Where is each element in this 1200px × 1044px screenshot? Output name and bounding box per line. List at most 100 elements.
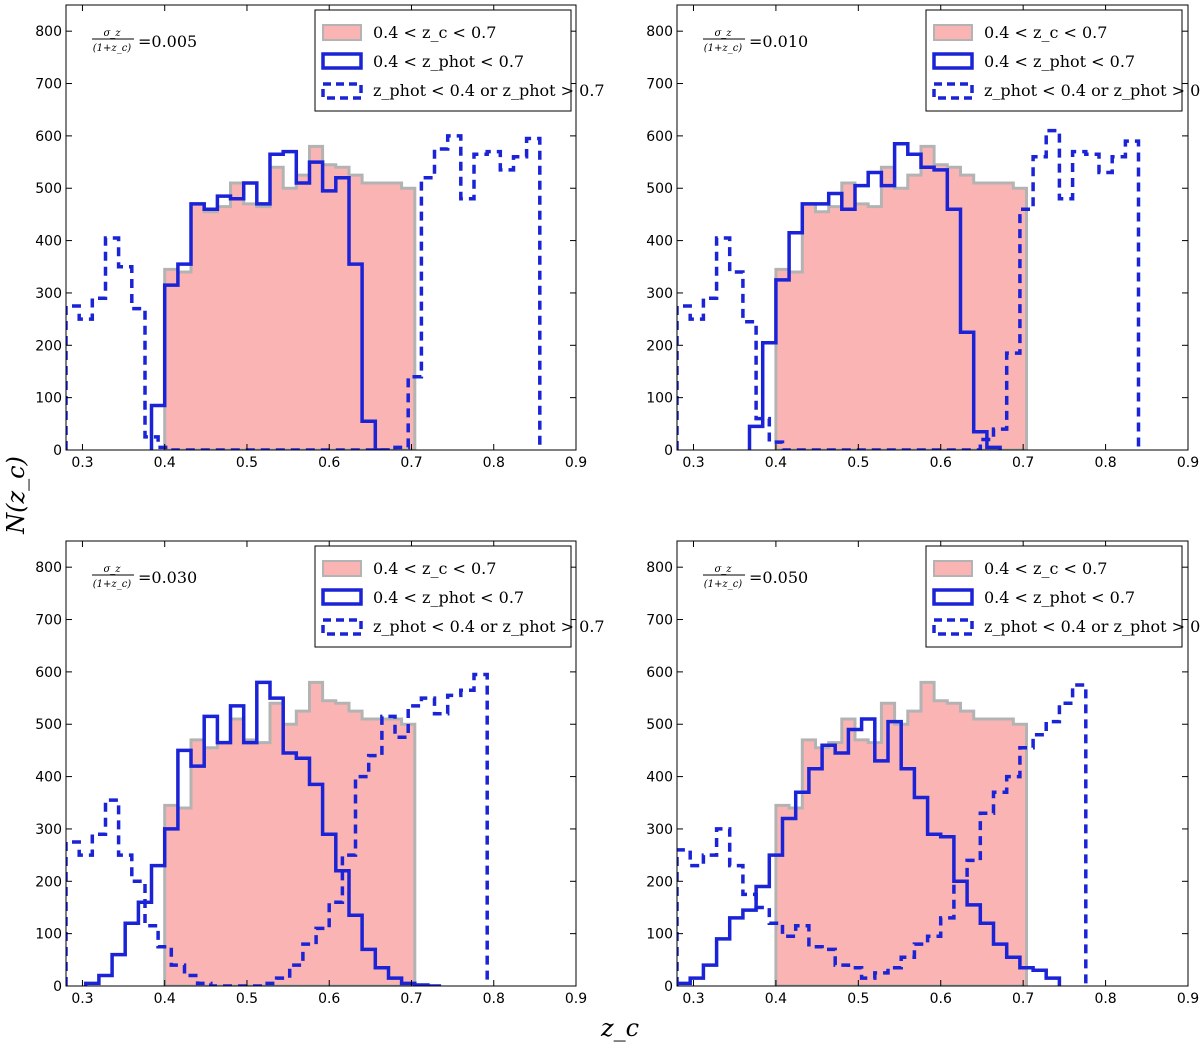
- y-tick-label: 300: [35, 286, 62, 302]
- x-tick-label: 0.3: [71, 455, 93, 471]
- y-tick-label: 100: [35, 927, 62, 943]
- y-tick-label: 300: [646, 286, 673, 302]
- series-true-redshift-bars: [163, 680, 417, 986]
- x-tick-label: 0.9: [1177, 991, 1199, 1007]
- legend-swatch-solid: [932, 52, 974, 70]
- series-photometric-line: [83, 680, 442, 986]
- axes-frame: [676, 4, 1189, 451]
- y-tick-label: 400: [35, 234, 62, 250]
- axes-frame: [65, 4, 577, 451]
- y-tick-label: 200: [35, 338, 62, 354]
- panel-4: 0.3 0.4 0.5 0.6 0.7 0.8 0.9 0 100 200 300 400 500 600…: [646, 540, 1200, 1007]
- legend-label-phot-in: 0.4 < z_phot < 0.7: [984, 52, 1135, 71]
- y-tick-label: 700: [35, 77, 62, 93]
- y-tick-label: 700: [646, 613, 673, 629]
- sigma-value: =0.050: [749, 568, 808, 587]
- y-tick-label: 600: [646, 129, 673, 145]
- fraction-denominator: (1+z_c): [704, 43, 743, 54]
- legend-label-true: 0.4 < z_c < 0.7: [984, 23, 1107, 42]
- y-tick-label: 700: [35, 613, 62, 629]
- fraction-denominator: (1+z_c): [93, 579, 132, 590]
- legend: 0.4 < z_c < 0.7 0.4 < z_phot < 0.7 z_phot …: [314, 545, 605, 648]
- sigma-value: =0.005: [138, 32, 197, 51]
- legend-label-phot-in: 0.4 < z_phot < 0.7: [373, 588, 524, 607]
- panel-3: 0.3 0.4 0.5 0.6 0.7 0.8 0.9 0 100 200 300 400 500 600…: [35, 540, 605, 1007]
- axes-frame: [676, 540, 1189, 987]
- y-tick-label: 300: [35, 822, 62, 838]
- sigma-value: =0.010: [749, 32, 808, 51]
- y-tick-label: 800: [646, 560, 673, 576]
- legend-swatch-filled: [322, 560, 362, 577]
- x-tick-label: 0.3: [682, 455, 704, 471]
- y-tick-label: 100: [646, 391, 673, 407]
- y-tick-label: 700: [646, 77, 673, 93]
- series-true-redshift-bars: [774, 680, 1028, 986]
- y-tick-label: 600: [646, 665, 673, 681]
- legend-swatch-dashed: [932, 618, 974, 636]
- legend-label-phot-out: z_phot < 0.4 or z_phot > 0.7: [373, 617, 605, 636]
- y-tick-label: 200: [646, 874, 673, 890]
- x-tick-label: 0.3: [682, 991, 704, 1007]
- sigma-annotation: σ_z (1+z_c) =0.050: [703, 564, 808, 590]
- y-tick-label: 500: [35, 181, 62, 197]
- x-tick-label: 0.7: [1012, 991, 1034, 1007]
- y-tick-label: 400: [646, 770, 673, 786]
- legend-label-phot-in: 0.4 < z_phot < 0.7: [373, 52, 524, 71]
- x-tick-label: 0.4: [765, 455, 787, 471]
- legend: 0.4 < z_c < 0.7 0.4 < z_phot < 0.7 z_phot …: [925, 9, 1200, 112]
- series-photometric-line: [149, 149, 389, 450]
- sigma-value: =0.030: [138, 568, 197, 587]
- fraction-denominator: (1+z_c): [93, 43, 132, 54]
- x-tick-label: 0.6: [318, 991, 340, 1007]
- y-tick-label: 0: [664, 443, 673, 459]
- series-photometric-line: [747, 141, 1002, 450]
- x-tick-label: 0.7: [400, 455, 422, 471]
- x-tick-label: 0.7: [400, 991, 422, 1007]
- y-tick-label: 200: [35, 874, 62, 890]
- legend-swatch-filled: [933, 560, 973, 577]
- x-tick-label: 0.6: [318, 455, 340, 471]
- plot-area: [677, 128, 1141, 450]
- panel-2: 0.3 0.4 0.5 0.6 0.7 0.8 0.9 0 100 200 300 400 500 600…: [646, 4, 1200, 471]
- legend-swatch-dashed: [932, 82, 974, 100]
- x-tick-label: 0.9: [565, 991, 587, 1007]
- sigma-annotation: σ_z (1+z_c) =0.010: [703, 28, 808, 54]
- x-tick-label: 0.4: [765, 991, 787, 1007]
- legend-swatch-dashed: [321, 82, 363, 100]
- x-tick-label: 0.5: [847, 455, 869, 471]
- x-tick-label: 0.8: [1094, 991, 1116, 1007]
- x-tick-label: 0.3: [71, 991, 93, 1007]
- axes-frame: [65, 540, 577, 987]
- plot-area: [677, 680, 1088, 986]
- fraction-denominator: (1+z_c): [704, 579, 743, 590]
- fraction-numerator: σ_z: [714, 564, 732, 575]
- y-tick-label: 300: [646, 822, 673, 838]
- x-tick-label: 0.8: [1094, 455, 1116, 471]
- x-tick-label: 0.5: [236, 455, 258, 471]
- y-axis-label: N(z_c): [2, 456, 30, 535]
- x-tick-label: 0.7: [1012, 455, 1034, 471]
- y-tick-label: 500: [646, 181, 673, 197]
- plot-area: [66, 672, 489, 986]
- x-tick-label: 0.6: [930, 455, 952, 471]
- legend-label-true: 0.4 < z_c < 0.7: [373, 23, 496, 42]
- plot-area: [66, 134, 542, 450]
- sigma-annotation: σ_z (1+z_c) =0.005: [92, 28, 197, 54]
- x-tick-label: 0.5: [847, 991, 869, 1007]
- series-outlier-line: [66, 672, 489, 986]
- series-outlier-line: [677, 128, 1141, 450]
- legend-swatch-dashed: [321, 618, 363, 636]
- series-outlier-line: [677, 683, 1088, 986]
- y-tick-label: 800: [646, 24, 673, 40]
- y-tick-label: 200: [646, 338, 673, 354]
- x-axis-label: z_c: [600, 1014, 639, 1042]
- series-photometric-line: [677, 717, 1062, 986]
- y-tick-label: 600: [35, 129, 62, 145]
- x-tick-label: 0.8: [483, 991, 505, 1007]
- panel-1: 0.3 0.4 0.5 0.6 0.7 0.8 0.9 0 100 200 300 400 500 600…: [35, 4, 605, 471]
- legend-swatch-filled: [933, 24, 973, 41]
- x-tick-label: 0.9: [1177, 455, 1199, 471]
- y-tick-label: 0: [53, 979, 62, 995]
- legend-label-phot-in: 0.4 < z_phot < 0.7: [984, 588, 1135, 607]
